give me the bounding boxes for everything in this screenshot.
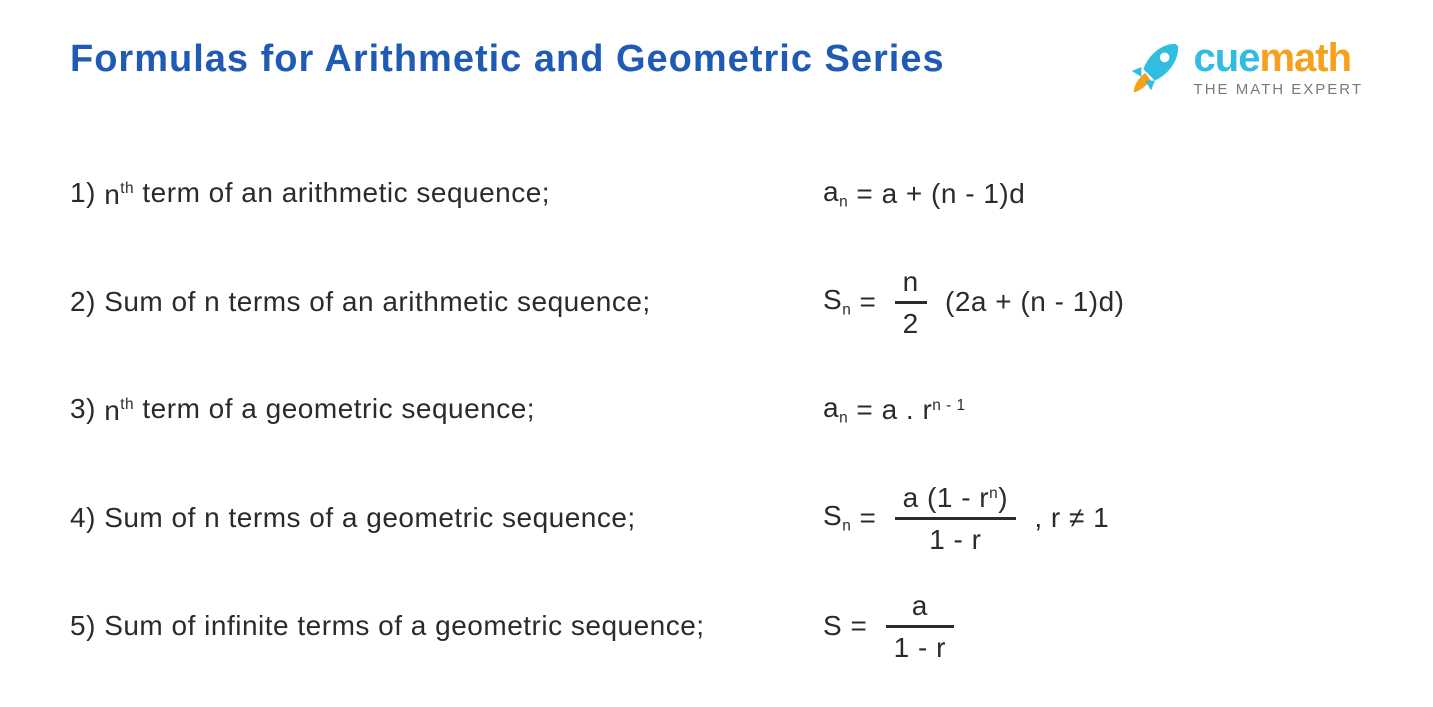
brand-name-part2: math [1259, 36, 1351, 80]
desc-text: Sum of n terms of a geometric sequence; [104, 502, 636, 533]
row-number: 2) [70, 286, 96, 317]
formula-list: 1) nth term of an arithmetic sequence; a… [0, 100, 1433, 680]
rocket-icon [1122, 38, 1184, 100]
desc-text: Sum of infinite terms of a geometric seq… [104, 610, 704, 641]
fraction: n 2 [895, 264, 927, 341]
desc-text: nth term of an arithmetic sequence; [104, 177, 550, 208]
brand-name-part1: cue [1194, 36, 1260, 80]
page-title: Formulas for Arithmetic and Geometric Se… [70, 38, 945, 81]
row-number: 4) [70, 502, 96, 533]
formula-expression: an = a + (n - 1)d [823, 176, 1363, 211]
formula-expression: Sn = n 2 (2a + (n - 1)d) [823, 264, 1363, 341]
desc-text: Sum of n terms of an arithmetic sequence… [104, 286, 651, 317]
row-number: 3) [70, 393, 96, 424]
formula-expression: an = a . rn - 1 [823, 392, 1363, 427]
brand-logo: cuemath THE MATH EXPERT [1122, 38, 1363, 100]
fraction: a 1 - r [886, 588, 954, 665]
brand-name: cuemath [1194, 38, 1363, 78]
desc-text: nth term of a geometric sequence; [104, 393, 535, 424]
formula-description: 5) Sum of infinite terms of a geometric … [70, 610, 770, 642]
formula-row: 5) Sum of infinite terms of a geometric … [70, 572, 1363, 680]
formula-row: 1) nth term of an arithmetic sequence; a… [70, 140, 1363, 248]
formula-row: 4) Sum of n terms of a geometric sequenc… [70, 464, 1363, 572]
formula-description: 1) nth term of an arithmetic sequence; [70, 177, 770, 211]
brand-text: cuemath THE MATH EXPERT [1194, 38, 1363, 97]
formula-description: 2) Sum of n terms of an arithmetic seque… [70, 286, 770, 318]
formula-description: 4) Sum of n terms of a geometric sequenc… [70, 502, 770, 534]
header: Formulas for Arithmetic and Geometric Se… [0, 0, 1433, 100]
brand-tagline: THE MATH EXPERT [1194, 82, 1363, 97]
formula-expression: Sn = a (1 - rn) 1 - r , r ≠ 1 [823, 480, 1363, 557]
formula-row: 2) Sum of n terms of an arithmetic seque… [70, 248, 1363, 356]
formula-expression: S = a 1 - r [823, 588, 1363, 665]
row-number: 5) [70, 610, 96, 641]
fraction: a (1 - rn) 1 - r [895, 480, 1016, 557]
formula-row: 3) nth term of a geometric sequence; an … [70, 356, 1363, 464]
formula-description: 3) nth term of a geometric sequence; [70, 393, 770, 427]
row-number: 1) [70, 177, 96, 208]
